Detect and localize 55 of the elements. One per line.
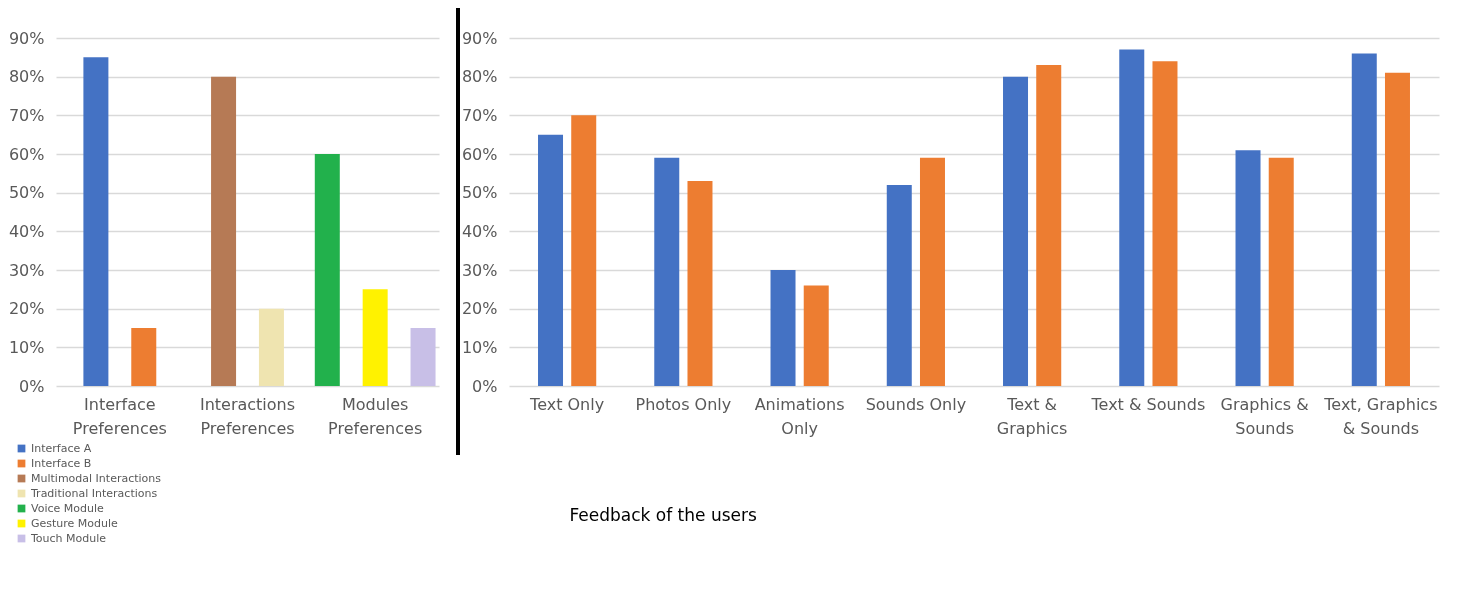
bar (1036, 65, 1062, 386)
legend-label: Traditional Interactions (30, 486, 158, 500)
y-tick-label: 60% (8, 144, 45, 164)
x-tick-label: Text Only (529, 394, 605, 414)
y-tick-label: 90% (8, 28, 45, 48)
y-tick-label: 20% (8, 299, 45, 319)
y-tick-label: 10% (8, 337, 45, 357)
y-tick-label: 80% (461, 67, 498, 87)
bar (803, 285, 829, 386)
x-tick-label: Photos Only (635, 394, 732, 414)
text: Feedback of the users (569, 505, 757, 525)
x-tick-label: Text & Graphics (996, 394, 1068, 438)
y-tick-label: 90% (461, 28, 498, 48)
bar (770, 270, 796, 386)
x-tick-label: Modules Preferences (328, 394, 423, 438)
bar (1119, 49, 1145, 386)
bar (1268, 157, 1294, 386)
x-tick-label: Interactions Preferences (199, 394, 296, 438)
y-tick-label: 40% (461, 221, 498, 241)
y-tick-label: 0% (19, 376, 45, 396)
x-tick-label: Animations Only (754, 394, 845, 438)
y-tick-label: 30% (461, 260, 498, 280)
bar (919, 157, 945, 386)
x-tick-label: Text, Graphics & Sounds (1323, 394, 1438, 438)
y-tick-label: 20% (461, 299, 498, 319)
y-tick-label: 10% (461, 337, 498, 357)
bar (1351, 53, 1377, 386)
x-tick-label: Sounds Only (865, 394, 967, 414)
y-tick-label: 70% (461, 105, 498, 125)
y-tick-label: 60% (461, 144, 498, 164)
x-tick-label: Interface Preferences (72, 394, 167, 438)
y-tick-label: 70% (8, 105, 45, 125)
legend-label: Interface B (31, 456, 92, 470)
bar (1384, 72, 1410, 386)
y-tick-label: 50% (461, 183, 498, 203)
y-tick-label: 0% (472, 376, 498, 396)
bar (538, 134, 564, 386)
legend-label: Multimodal Interactions (31, 471, 162, 485)
legend-label: Interface A (31, 441, 92, 455)
bar (687, 181, 713, 386)
y-tick-label: 80% (8, 67, 45, 87)
bar (571, 115, 597, 386)
bar (1235, 150, 1261, 386)
bar (654, 157, 680, 386)
bar (886, 184, 912, 386)
x-tick-label: Text & Sounds (1090, 394, 1206, 414)
x-tick-label: Graphics & Sounds (1220, 394, 1309, 438)
legend-label: Gesture Module (31, 516, 119, 530)
bar (1003, 76, 1029, 386)
y-tick-label: 50% (8, 183, 45, 203)
y-tick-label: 30% (8, 260, 45, 280)
legend-label: Voice Module (31, 501, 104, 515)
y-tick-label: 40% (8, 221, 45, 241)
bar (1152, 61, 1178, 386)
legend-label: Touch Module (30, 531, 107, 545)
